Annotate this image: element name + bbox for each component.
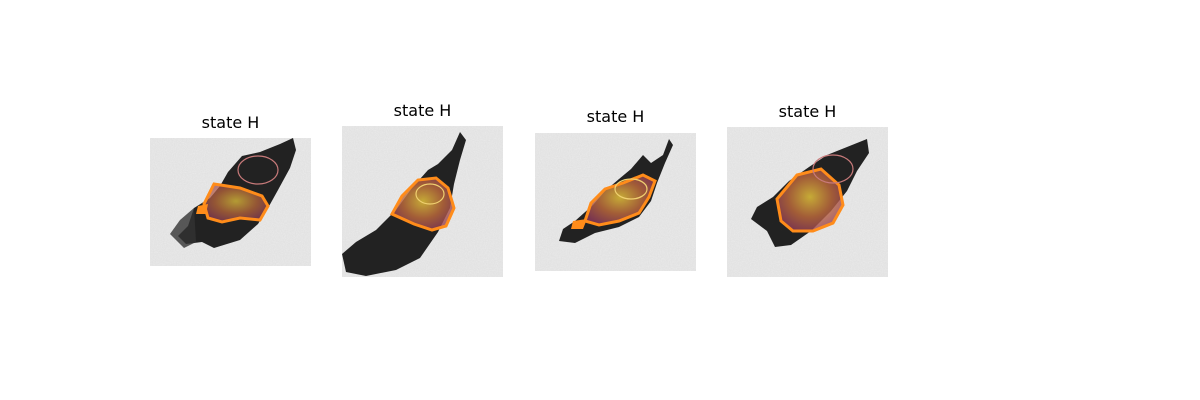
panel-title: state H — [393, 101, 452, 120]
panel-title: state H — [778, 102, 837, 121]
cell-image — [342, 126, 503, 277]
cell-image — [150, 138, 311, 266]
panel-3: state H — [535, 107, 696, 271]
panel-title: state H — [201, 113, 260, 132]
cell-image — [727, 127, 888, 277]
panel-1: state H — [150, 113, 311, 266]
cell-image — [535, 133, 696, 271]
panel-title: state H — [586, 107, 645, 126]
panel-4: state H — [727, 102, 888, 277]
panel-2: state H — [342, 101, 503, 278]
